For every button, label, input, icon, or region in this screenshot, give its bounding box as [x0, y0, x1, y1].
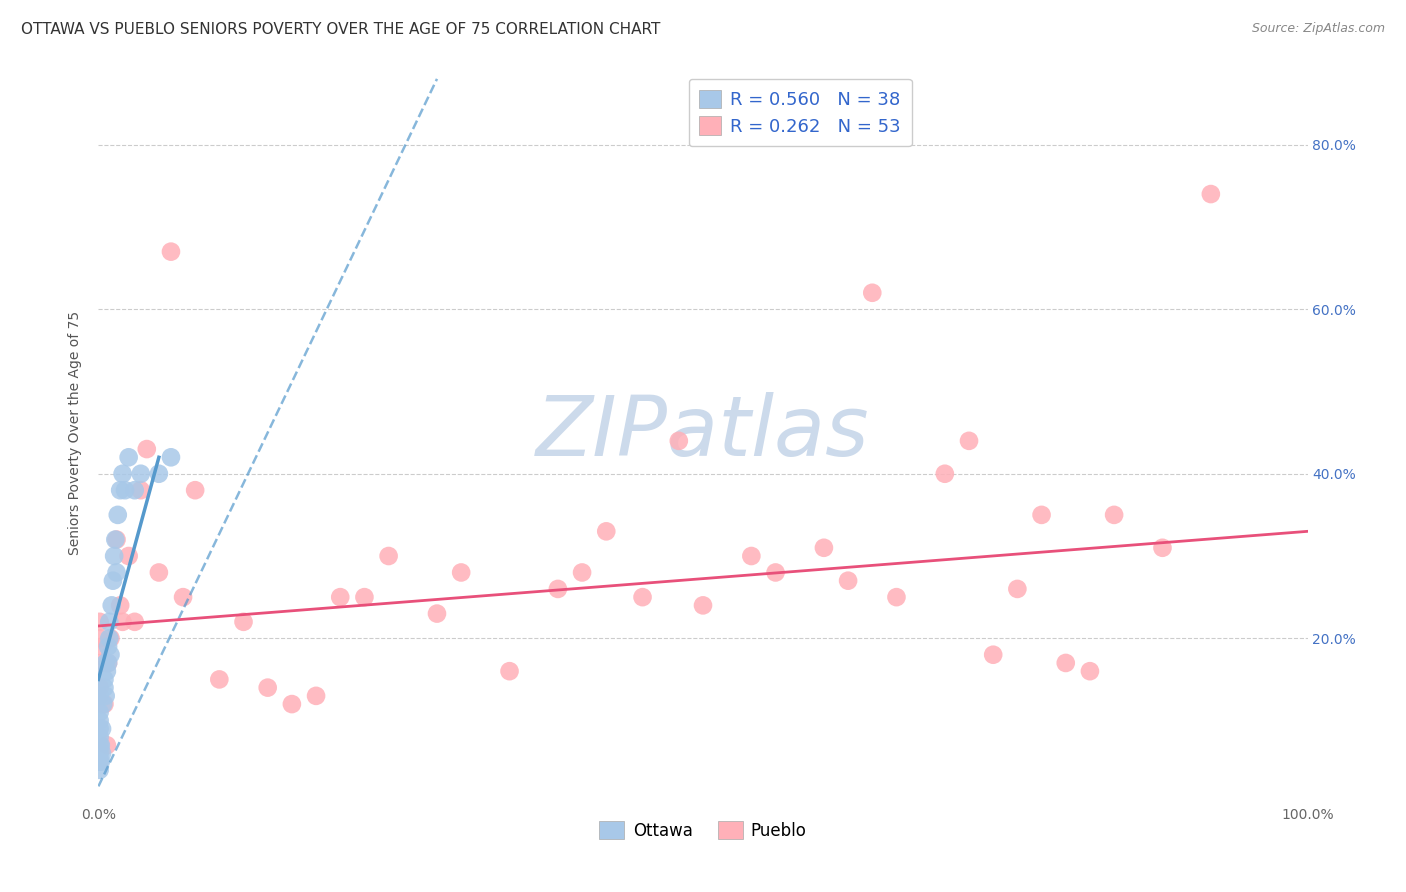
Point [1031, 508, 1053, 522]
Point [934, 467, 956, 481]
Point [281, 697, 304, 711]
Point [765, 566, 787, 580]
Point [305, 689, 328, 703]
Point [97, 640, 120, 654]
Point [256, 681, 278, 695]
Point [813, 541, 835, 555]
Point [160, 244, 183, 259]
Point [93, 681, 115, 695]
Point [93, 673, 115, 687]
Point [100, 648, 122, 662]
Point [108, 483, 131, 498]
Point [860, 285, 883, 300]
Point [631, 590, 654, 604]
Point [571, 566, 593, 580]
Point [98, 632, 121, 646]
Point [89, 689, 111, 703]
Y-axis label: Seniors Poverty Over the Age of 75: Seniors Poverty Over the Age of 75 [69, 310, 83, 555]
Point [100, 599, 122, 613]
Point [208, 673, 231, 687]
Point [1007, 582, 1029, 596]
Point [1152, 541, 1174, 555]
Point [981, 648, 1004, 662]
Point [89, 615, 111, 629]
Point [108, 599, 131, 613]
Point [740, 549, 762, 563]
Point [184, 483, 207, 498]
Point [450, 566, 472, 580]
Point [547, 582, 569, 596]
Point [94, 689, 117, 703]
Point [103, 549, 125, 563]
Point [89, 747, 111, 761]
Point [89, 681, 111, 695]
Point [595, 524, 617, 539]
Point [91, 722, 114, 736]
Point [97, 656, 120, 670]
Text: Source: ZipAtlas.com: Source: ZipAtlas.com [1251, 22, 1385, 36]
Point [114, 483, 136, 498]
Point [148, 566, 170, 580]
Point [1078, 664, 1101, 678]
Point [1199, 187, 1222, 202]
Point [377, 549, 399, 563]
Point [957, 434, 980, 448]
Point [94, 656, 117, 670]
Point [93, 697, 115, 711]
Point [111, 467, 134, 481]
Point [89, 763, 111, 777]
Point [96, 664, 118, 678]
Point [89, 706, 111, 720]
Point [90, 656, 112, 670]
Point [105, 566, 128, 580]
Point [135, 442, 157, 456]
Point [98, 615, 121, 629]
Point [89, 730, 111, 744]
Point [91, 640, 114, 654]
Point [111, 615, 134, 629]
Point [89, 632, 111, 646]
Point [1102, 508, 1125, 522]
Point [91, 747, 114, 761]
Point [107, 508, 129, 522]
Point [124, 615, 146, 629]
Point [172, 590, 194, 604]
Point [118, 450, 141, 465]
Point [129, 467, 152, 481]
Point [89, 722, 111, 736]
Text: OTTAWA VS PUEBLO SENIORS POVERTY OVER THE AGE OF 75 CORRELATION CHART: OTTAWA VS PUEBLO SENIORS POVERTY OVER TH… [21, 22, 661, 37]
Point [129, 483, 152, 498]
Point [426, 607, 449, 621]
Point [104, 533, 127, 547]
Point [89, 755, 111, 769]
Legend: Ottawa, Pueblo: Ottawa, Pueblo [592, 814, 814, 847]
Point [118, 549, 141, 563]
Point [97, 656, 120, 670]
Point [668, 434, 690, 448]
Point [89, 738, 111, 752]
Point [105, 533, 128, 547]
Point [692, 599, 714, 613]
Point [886, 590, 908, 604]
Point [148, 467, 170, 481]
Point [96, 738, 118, 752]
Point [353, 590, 375, 604]
Point [101, 574, 124, 588]
Point [329, 590, 352, 604]
Point [1054, 656, 1077, 670]
Point [232, 615, 254, 629]
Point [100, 632, 122, 646]
Point [124, 483, 146, 498]
Point [160, 450, 183, 465]
Point [90, 738, 112, 752]
Point [837, 574, 859, 588]
Point [89, 714, 111, 728]
Point [498, 664, 520, 678]
Point [90, 755, 112, 769]
Point [91, 697, 114, 711]
Text: ZIPatlas: ZIPatlas [536, 392, 870, 473]
